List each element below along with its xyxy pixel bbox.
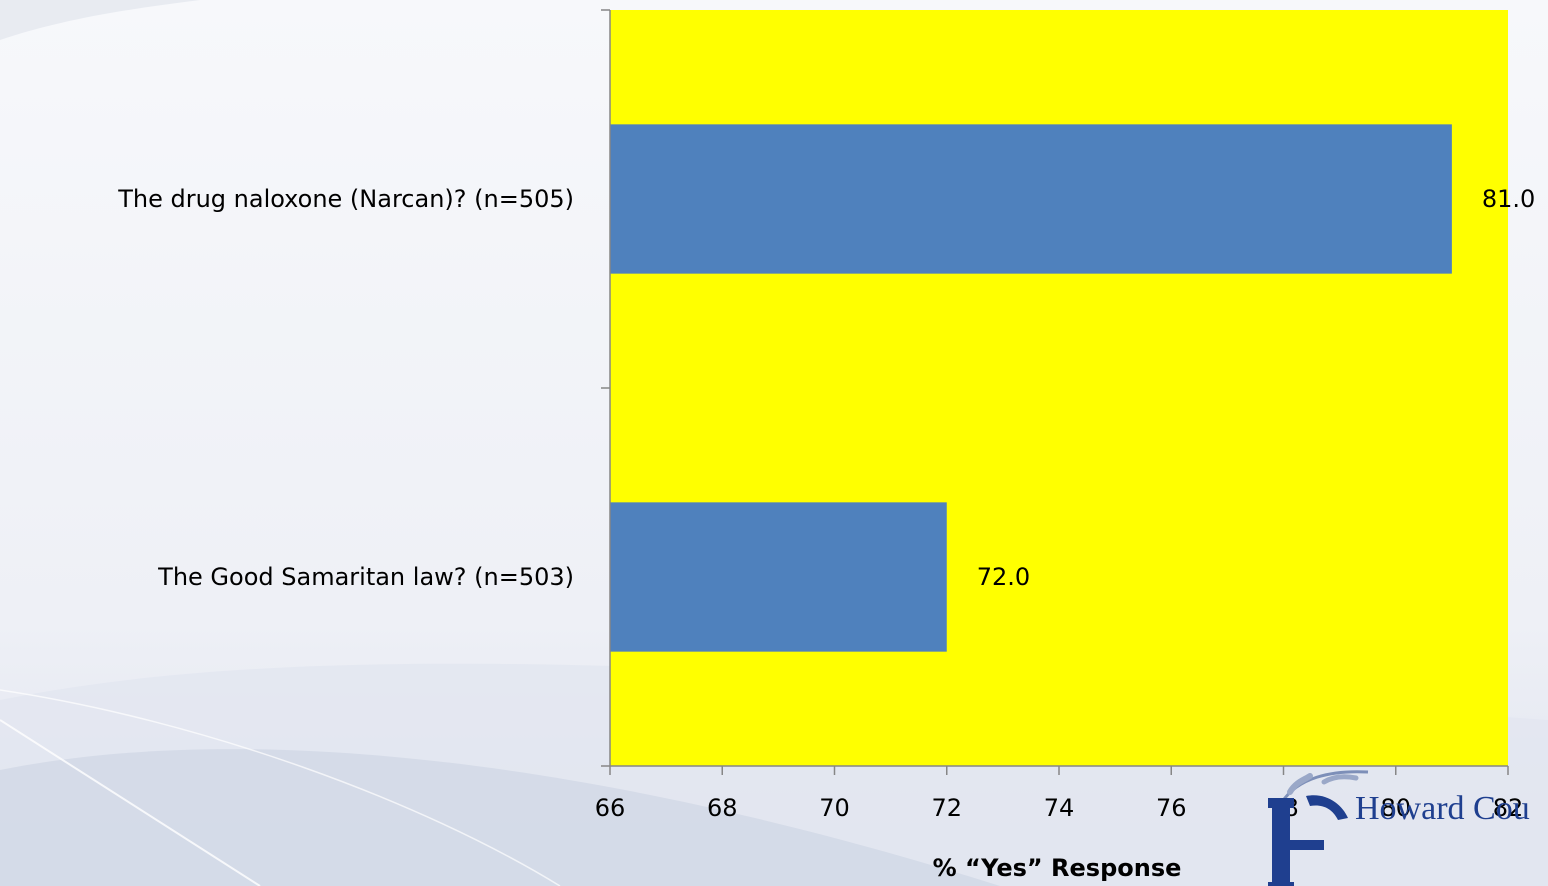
x-tick-label: 76 bbox=[1156, 794, 1187, 822]
howard-county-logo: Howard Cou bbox=[1238, 762, 1548, 886]
x-tick-label: 66 bbox=[595, 794, 626, 822]
x-tick-label: 70 bbox=[819, 794, 850, 822]
x-tick-label: 74 bbox=[1044, 794, 1075, 822]
logo-text: Howard Cou bbox=[1355, 790, 1530, 827]
x-tick-label: 68 bbox=[707, 794, 738, 822]
x-tick-label: 80 bbox=[1380, 794, 1411, 822]
data-label: 72.0 bbox=[977, 563, 1030, 591]
category-label: The drug naloxone (Narcan)? (n=505) bbox=[117, 185, 574, 213]
plot-area bbox=[610, 10, 1508, 766]
data-label: 81.0 bbox=[1482, 185, 1535, 213]
x-axis-title: % “Yes” Response bbox=[933, 854, 1182, 882]
bar bbox=[610, 502, 947, 652]
x-tick-label: 72 bbox=[931, 794, 962, 822]
logo-emblem-icon bbox=[1268, 770, 1369, 886]
bar bbox=[610, 124, 1452, 274]
category-label: The Good Samaritan law? (n=503) bbox=[157, 563, 574, 591]
x-tick-label: 82 bbox=[1493, 794, 1524, 822]
